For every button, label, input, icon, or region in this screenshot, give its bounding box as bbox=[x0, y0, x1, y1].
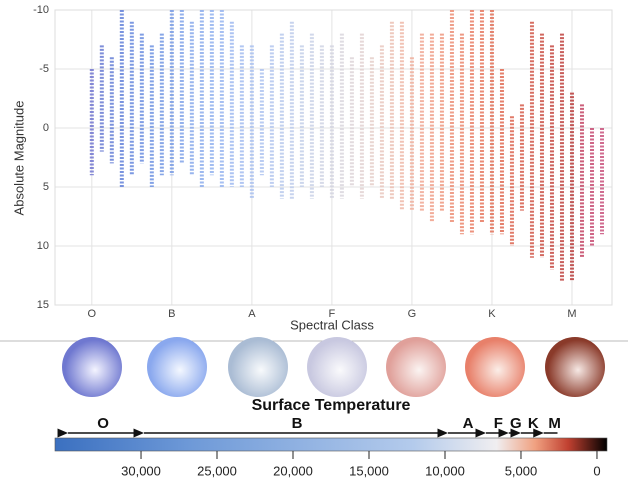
star-sphere bbox=[545, 337, 605, 397]
class-label: M bbox=[548, 415, 561, 432]
class-label: G bbox=[510, 415, 522, 432]
star-sphere bbox=[386, 337, 446, 397]
y-tick-label: 10 bbox=[37, 240, 49, 252]
x-tick-label: O bbox=[88, 308, 97, 320]
y-tick-label: 15 bbox=[37, 299, 49, 311]
x-tick-label: 20,000 bbox=[273, 463, 313, 478]
class-label: B bbox=[292, 415, 303, 432]
x-tick-label: K bbox=[488, 308, 496, 320]
y-tick-label: 0 bbox=[43, 122, 49, 134]
star-sphere bbox=[147, 337, 207, 397]
colorbar bbox=[54, 437, 608, 452]
star-sphere bbox=[62, 337, 122, 397]
x-tick-label: 5,000 bbox=[505, 463, 538, 478]
class-label: A bbox=[463, 415, 474, 432]
x-tick-label: F bbox=[329, 308, 336, 320]
class-label: F bbox=[494, 415, 503, 432]
x-tick-label: 25,000 bbox=[197, 463, 237, 478]
star-sphere bbox=[465, 337, 525, 397]
x-tick-label: A bbox=[248, 308, 256, 320]
y-axis-label: Absolute Magnitude bbox=[11, 101, 26, 216]
class-label: O bbox=[97, 415, 109, 432]
x-tick-label: 15,000 bbox=[349, 463, 389, 478]
star-sphere bbox=[307, 337, 367, 397]
class-label: K bbox=[528, 415, 539, 432]
colorbar-title: Surface Temperature bbox=[252, 397, 411, 414]
star-sphere bbox=[228, 337, 288, 397]
x-tick-label: 30,000 bbox=[121, 463, 161, 478]
y-tick-label: -10 bbox=[33, 4, 49, 16]
x-tick-label: M bbox=[567, 308, 576, 320]
x-tick-label: 10,000 bbox=[425, 463, 465, 478]
x-tick-label: 0 bbox=[593, 463, 600, 478]
y-tick-label: -5 bbox=[39, 63, 49, 75]
plot-frame bbox=[54, 9, 613, 306]
x-axis-label: Spectral Class bbox=[290, 317, 374, 332]
x-tick-label: G bbox=[408, 308, 417, 320]
x-tick-label: B bbox=[168, 308, 175, 320]
y-tick-label: 5 bbox=[43, 181, 49, 193]
